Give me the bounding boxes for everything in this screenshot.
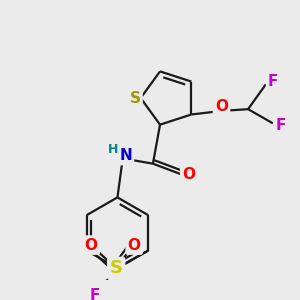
Text: O: O bbox=[85, 238, 98, 253]
Text: H: H bbox=[108, 142, 118, 155]
Text: O: O bbox=[215, 99, 228, 114]
Text: F: F bbox=[268, 74, 278, 89]
Text: O: O bbox=[182, 167, 195, 182]
Text: F: F bbox=[90, 288, 100, 300]
Text: S: S bbox=[130, 91, 141, 106]
Text: N: N bbox=[119, 148, 132, 163]
Text: O: O bbox=[128, 238, 141, 253]
Text: S: S bbox=[110, 259, 123, 277]
Text: F: F bbox=[275, 118, 286, 133]
